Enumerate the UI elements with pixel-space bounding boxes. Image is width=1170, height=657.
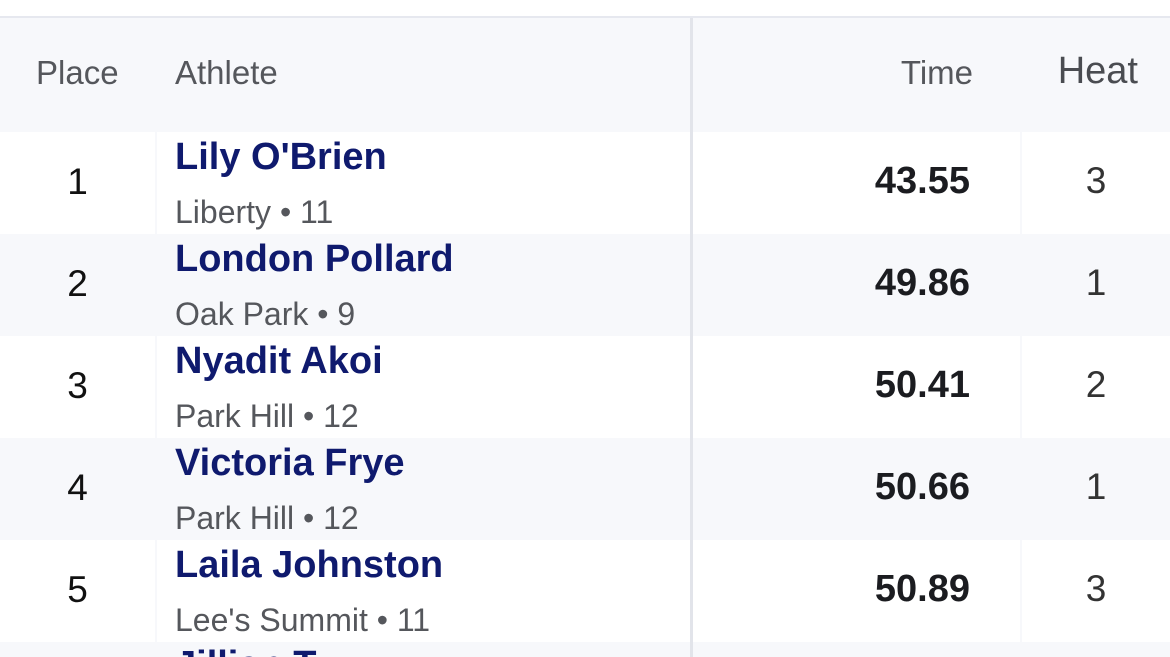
athlete-cell: Laila Johnston Lee's Summit • 11 <box>157 540 690 642</box>
time-cell: 50.66 <box>693 438 1020 540</box>
place-cell: 1 <box>0 132 155 234</box>
table-row: 2 London Pollard Oak Park • 9 49.86 1 <box>0 234 1170 336</box>
heat-cell <box>1022 642 1170 657</box>
place-cell: 3 <box>0 336 155 438</box>
athlete-name-link[interactable]: Nyadit Akoi <box>175 340 383 382</box>
time-cell <box>693 642 1020 657</box>
heat-value: 3 <box>1085 568 1107 609</box>
heat-cell: 3 <box>1022 540 1170 642</box>
time-cell: 43.55 <box>693 132 1020 234</box>
athlete-cell: Nyadit Akoi Park Hill • 12 <box>157 336 690 438</box>
athlete-name-link[interactable]: Victoria Frye <box>175 442 405 484</box>
athlete-name-link[interactable]: Jillian T... <box>175 644 344 657</box>
table-row: 5 Laila Johnston Lee's Summit • 11 50.89… <box>0 540 1170 642</box>
place-value: 1 <box>67 161 88 202</box>
time-cell: 50.41 <box>693 336 1020 438</box>
table-row: 4 Victoria Frye Park Hill • 12 50.66 1 <box>0 438 1170 540</box>
athlete-name-link[interactable]: London Pollard <box>175 238 454 280</box>
athlete-cell: Victoria Frye Park Hill • 12 <box>157 438 690 540</box>
table-header: Place Athlete Time Heat <box>0 18 1170 132</box>
time-value: 50.41 <box>874 364 970 406</box>
heat-value: 1 <box>1085 466 1107 507</box>
time-value: 49.86 <box>874 262 970 304</box>
place-cell: 4 <box>0 438 155 540</box>
place-value: 4 <box>67 467 88 508</box>
time-cell: 49.86 <box>693 234 1020 336</box>
athlete-name-link[interactable]: Lily O'Brien <box>175 136 387 178</box>
place-value: 3 <box>67 365 88 406</box>
athlete-cell: London Pollard Oak Park • 9 <box>157 234 690 336</box>
time-value: 43.55 <box>874 160 970 202</box>
table-body: 1 Lily O'Brien Liberty • 11 43.55 3 2 Lo… <box>0 132 1170 657</box>
table-row: 3 Nyadit Akoi Park Hill • 12 50.41 2 <box>0 336 1170 438</box>
heat-cell: 2 <box>1022 336 1170 438</box>
athlete-cell <box>157 642 690 657</box>
header-athlete[interactable]: Athlete <box>175 54 278 91</box>
place-value: 2 <box>67 263 88 304</box>
athlete-cell: Lily O'Brien Liberty • 11 <box>157 132 690 234</box>
time-value: 50.89 <box>874 568 970 610</box>
place-value: 5 <box>67 569 88 610</box>
results-table: Place Athlete Time Heat 1 Lily O'Brien L… <box>0 16 1170 657</box>
heat-cell: 1 <box>1022 234 1170 336</box>
column-divider <box>690 18 693 657</box>
header-place[interactable]: Place <box>36 54 119 91</box>
athlete-name-link[interactable]: Laila Johnston <box>175 544 444 586</box>
header-heat[interactable]: Heat <box>1057 50 1138 92</box>
heat-value: 3 <box>1085 160 1107 201</box>
place-cell <box>0 642 155 657</box>
athlete-team-grade: Park Hill • 12 <box>175 398 359 434</box>
table-row: 1 Lily O'Brien Liberty • 11 43.55 3 <box>0 132 1170 234</box>
heat-cell: 3 <box>1022 132 1170 234</box>
table-row-partial: Jillian T... <box>0 642 1170 657</box>
heat-value: 2 <box>1085 364 1107 405</box>
athlete-team-grade: Lee's Summit • 11 <box>175 602 431 638</box>
athlete-team-grade: Park Hill • 12 <box>175 500 359 536</box>
athlete-team-grade: Liberty • 11 <box>175 194 334 230</box>
athlete-team-grade: Oak Park • 9 <box>175 296 356 332</box>
heat-cell: 1 <box>1022 438 1170 540</box>
time-cell: 50.89 <box>693 540 1020 642</box>
heat-value: 1 <box>1085 262 1107 303</box>
header-time[interactable]: Time <box>900 54 973 91</box>
time-value: 50.66 <box>874 466 970 508</box>
place-cell: 2 <box>0 234 155 336</box>
place-cell: 5 <box>0 540 155 642</box>
